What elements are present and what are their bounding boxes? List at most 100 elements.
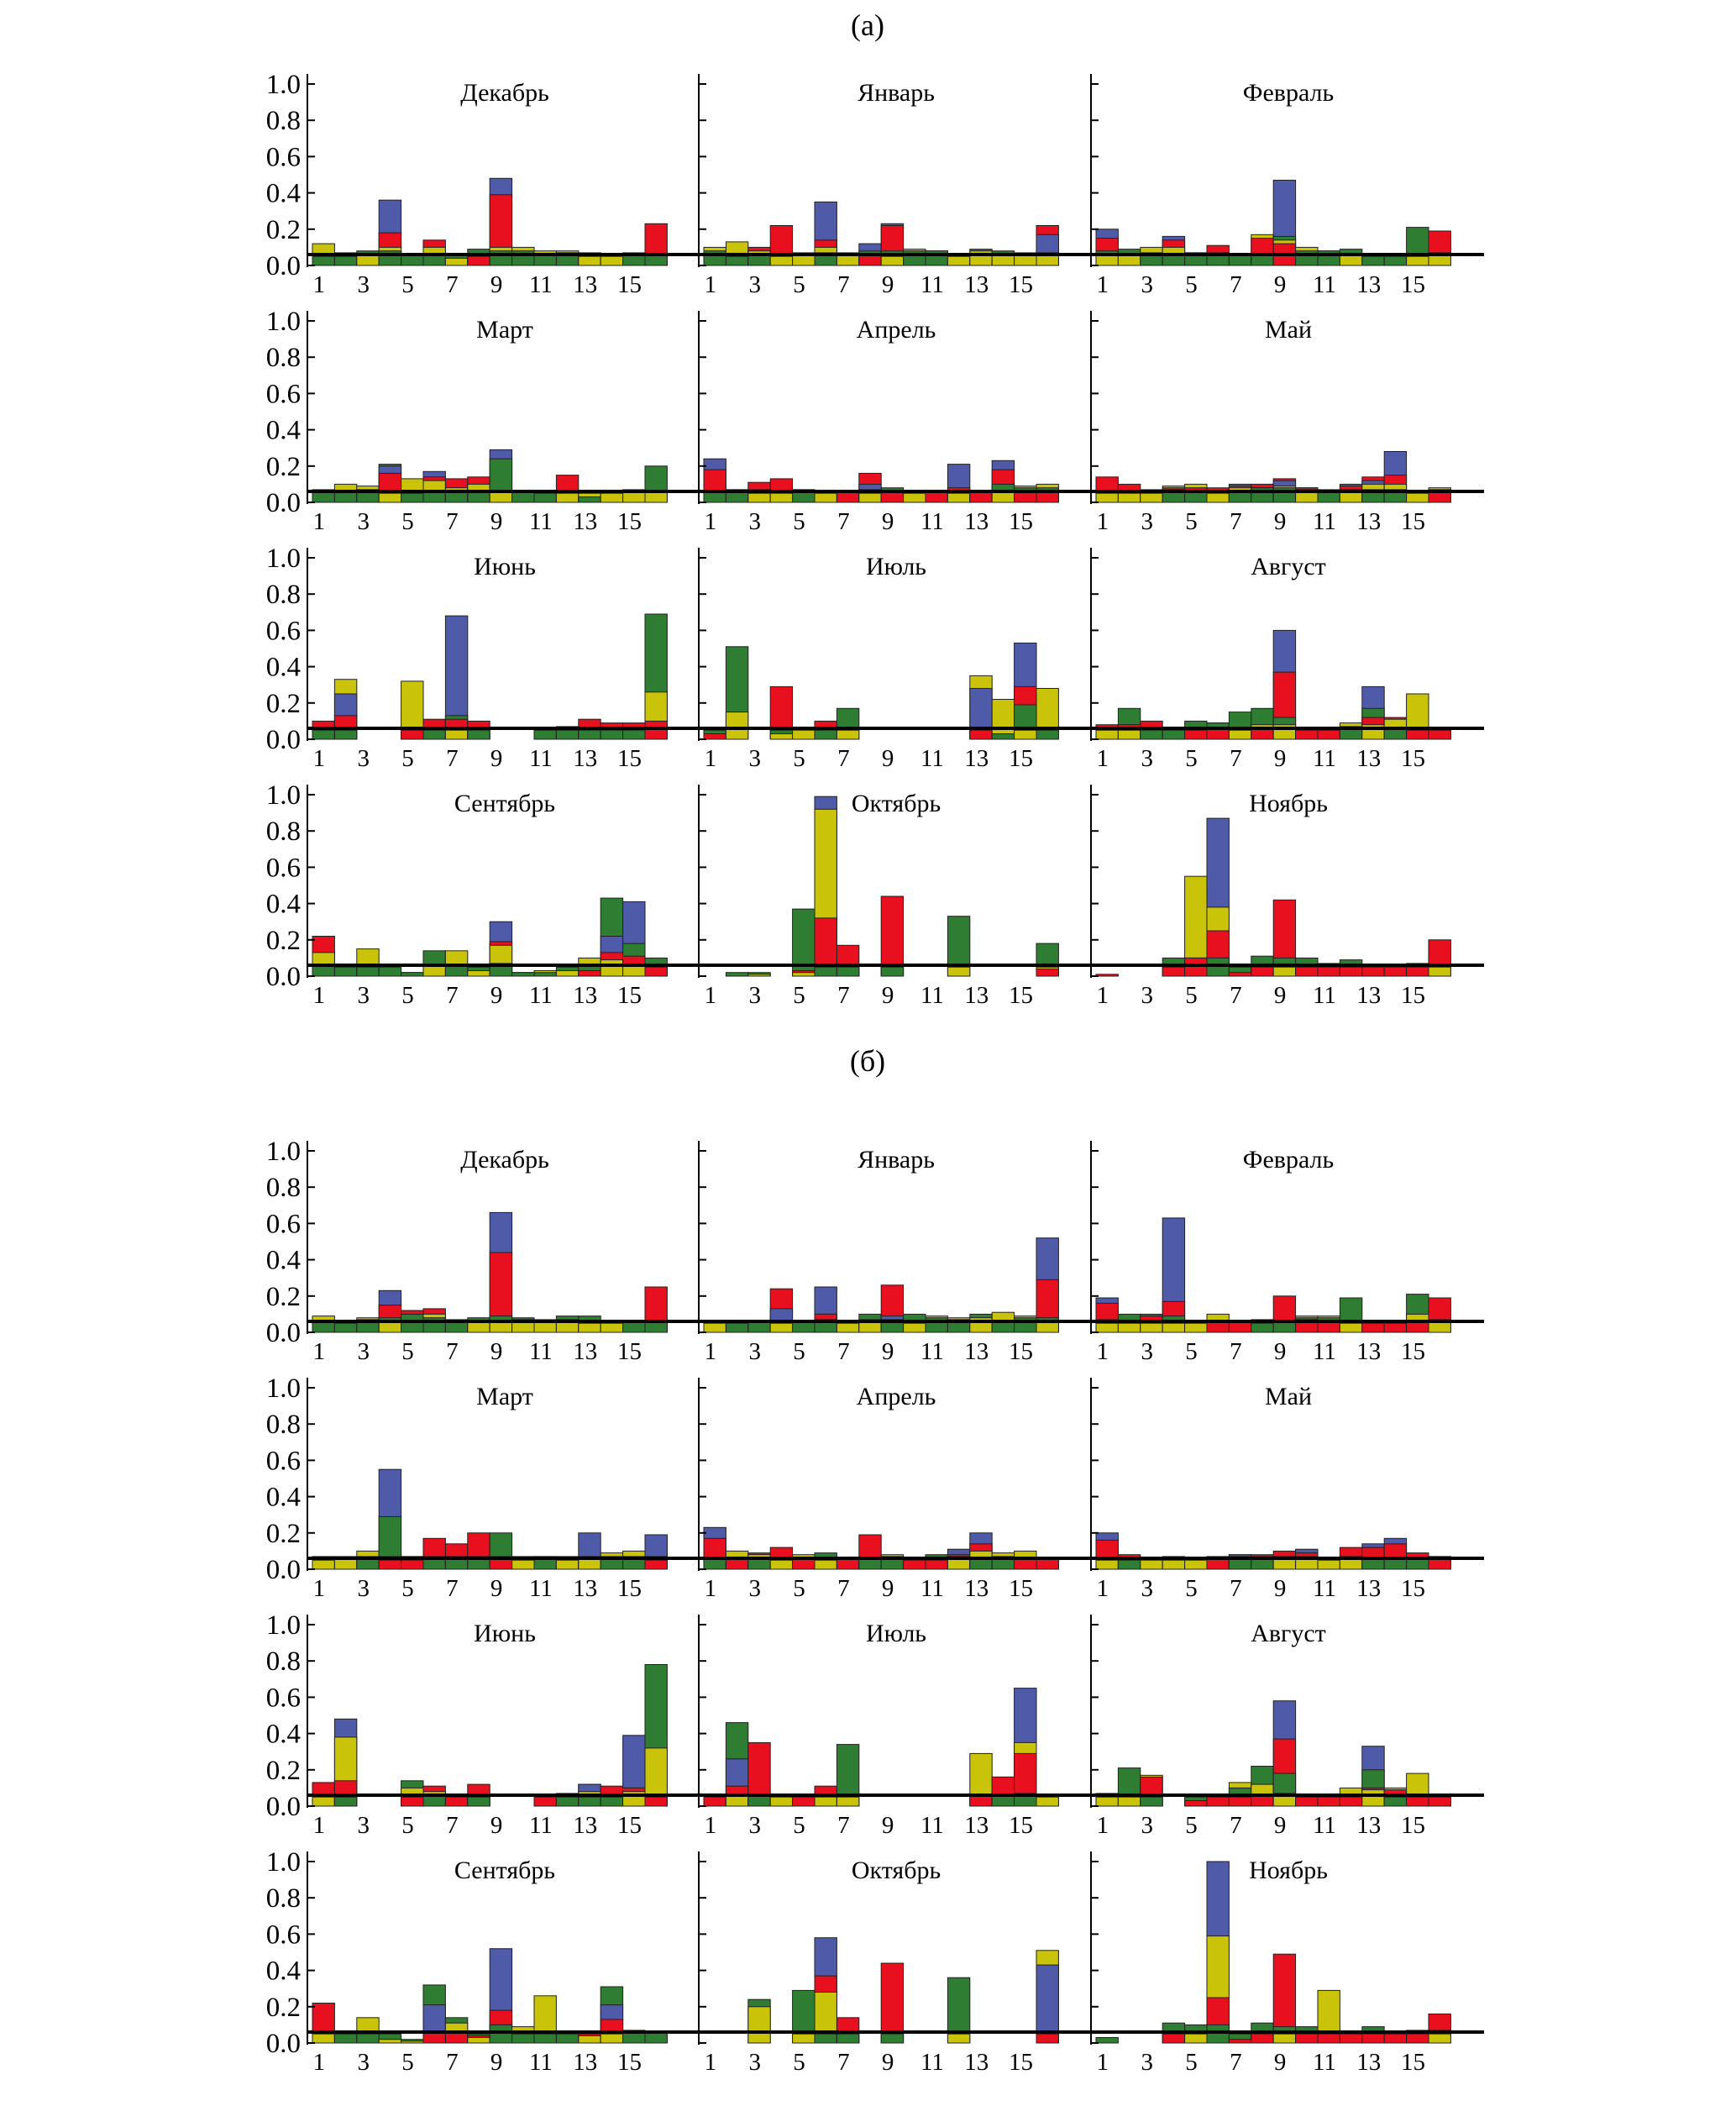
x-tick-label: 3 <box>1141 1575 1153 1602</box>
bar-yellow-14 <box>600 2033 624 2044</box>
bar-yellow-16 <box>1036 1796 1059 1807</box>
y-tick-label: 0.8 <box>266 580 301 610</box>
bar-green-6 <box>1206 957 1230 977</box>
bar-red-16 <box>1036 968 1059 977</box>
y-tick-label: 1.0 <box>266 544 301 574</box>
panel-title: Ноябрь <box>1249 790 1328 817</box>
bar-yellow-1 <box>703 1322 726 1333</box>
bar-yellow-1 <box>1095 1322 1119 1333</box>
x-tick-label: 13 <box>964 1812 989 1839</box>
y-tick-label: 0.6 <box>266 1209 301 1239</box>
x-tick-label: 7 <box>837 1338 850 1365</box>
x-tick-label: 7 <box>837 982 850 1009</box>
bar-red-5 <box>792 1796 816 1807</box>
bar-red-5 <box>401 729 424 740</box>
x-tick-label: 15 <box>617 2049 642 2076</box>
x-tick-label: 9 <box>1274 1812 1287 1839</box>
bar-red-8 <box>1251 2033 1274 2044</box>
x-tick-label: 1 <box>313 2049 326 2076</box>
bar-yellow-9 <box>1272 966 1297 977</box>
x-tick-label: 5 <box>1185 745 1198 772</box>
x-tick-label: 1 <box>1097 982 1109 1009</box>
x-tick-label: 5 <box>1185 1575 1198 1602</box>
x-tick-label: 1 <box>705 745 717 772</box>
x-tick-label: 3 <box>1141 2049 1153 2076</box>
x-tick-label: 11 <box>529 508 553 535</box>
bar-yellow-14 <box>600 255 624 266</box>
panel-title: Январь <box>858 79 935 107</box>
x-tick-label: 11 <box>1313 1812 1336 1839</box>
bar-green-12 <box>555 729 580 740</box>
bar-red-16 <box>1036 2033 1059 2044</box>
bar-yellow-15 <box>1406 255 1429 266</box>
x-tick-label: 9 <box>1274 2049 1287 2076</box>
x-tick-label: 3 <box>748 1338 761 1365</box>
bar-red-11 <box>1317 966 1340 977</box>
bar-yellow-13 <box>578 2035 601 2044</box>
y-tick-label: 0.8 <box>266 1410 301 1440</box>
x-tick-label: 3 <box>748 2049 761 2076</box>
bar-green-11 <box>533 972 557 977</box>
bar-green-13 <box>1361 255 1385 266</box>
x-tick-label: 7 <box>837 271 850 298</box>
y-tick-label: 0.2 <box>266 1756 301 1786</box>
bar-yellow-7 <box>1228 729 1252 740</box>
bar-red-13 <box>1361 966 1385 977</box>
bar-green-5 <box>401 492 424 503</box>
x-tick-label: 15 <box>1401 1575 1425 1602</box>
bar-red-13 <box>1361 1322 1385 1333</box>
x-tick-label: 15 <box>617 1812 642 1839</box>
x-tick-label: 15 <box>1401 745 1425 772</box>
bar-yellow-5 <box>401 2040 424 2044</box>
bar-yellow-14 <box>991 699 1015 740</box>
x-tick-label: 13 <box>573 982 597 1009</box>
bar-red-6 <box>1206 1796 1230 1807</box>
x-tick-label: 7 <box>446 508 459 535</box>
x-tick-label: 11 <box>920 508 944 535</box>
bar-red-15 <box>1406 1796 1429 1807</box>
bar-yellow-4 <box>378 2039 402 2044</box>
bar-yellow-12 <box>947 2033 971 2044</box>
x-tick-label: 3 <box>357 1575 370 1602</box>
x-tick-label: 15 <box>1401 2049 1425 2076</box>
bar-green-2 <box>333 255 358 266</box>
bar-yellow-6 <box>1206 492 1230 503</box>
x-tick-label: 11 <box>529 2049 553 2076</box>
x-tick-label: 7 <box>446 2049 459 2076</box>
bar-yellow-5 <box>1184 1559 1208 1570</box>
x-tick-label: 9 <box>1274 1338 1287 1365</box>
bar-red-15 <box>1406 729 1429 740</box>
y-tick-label: 0.0 <box>266 1555 301 1585</box>
bar-yellow-1 <box>312 1796 335 1807</box>
x-tick-label: 13 <box>1356 1575 1381 1602</box>
bar-red-14 <box>1383 1322 1408 1333</box>
y-tick-label: 0.8 <box>266 1173 301 1203</box>
bar-red-16 <box>644 1559 668 1570</box>
bar-red-5 <box>1184 957 1208 977</box>
x-tick-label: 13 <box>573 2049 597 2076</box>
x-tick-label: 5 <box>401 982 414 1009</box>
bar-green-13 <box>578 1796 601 1807</box>
y-tick-label: 0.4 <box>266 653 301 683</box>
y-tick-label: 0.8 <box>266 343 301 373</box>
bar-yellow-6 <box>814 492 837 503</box>
x-tick-label: 3 <box>357 982 370 1009</box>
y-tick-label: 0.6 <box>266 1920 301 1950</box>
bar-green-5 <box>401 1313 424 1333</box>
x-tick-label: 15 <box>1009 982 1033 1009</box>
bar-green-14 <box>600 1796 624 1807</box>
bar-yellow-3 <box>1140 1559 1163 1570</box>
panel-title: Январь <box>858 1146 935 1174</box>
bar-red-9 <box>880 895 905 977</box>
x-tick-label: 5 <box>401 508 414 535</box>
bar-red-7 <box>1228 1796 1252 1807</box>
bar-green-14 <box>991 733 1015 740</box>
x-tick-label: 7 <box>446 1812 459 1839</box>
bar-yellow-1 <box>312 1559 335 1570</box>
bar-red-1 <box>1095 974 1119 977</box>
bar-red-11 <box>925 1559 948 1570</box>
bar-green-7 <box>836 966 860 977</box>
